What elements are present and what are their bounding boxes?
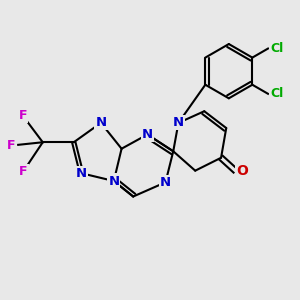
Text: N: N xyxy=(142,128,153,141)
Text: F: F xyxy=(19,109,27,122)
Text: N: N xyxy=(160,176,171,189)
Text: Cl: Cl xyxy=(270,42,284,55)
Text: N: N xyxy=(95,116,106,129)
Text: N: N xyxy=(173,116,184,129)
Text: N: N xyxy=(108,175,119,188)
Text: O: O xyxy=(237,164,248,178)
Text: F: F xyxy=(19,165,28,178)
Text: F: F xyxy=(7,139,15,152)
Text: Cl: Cl xyxy=(270,87,284,100)
Text: N: N xyxy=(76,167,87,180)
